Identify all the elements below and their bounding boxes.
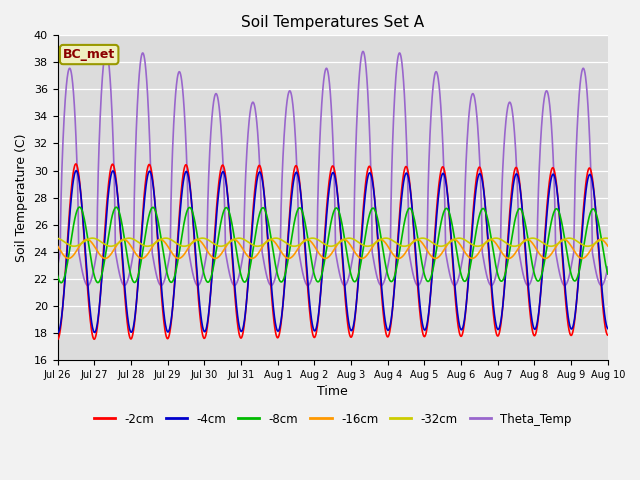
-4cm: [589, 179, 596, 185]
-8cm: [83, 226, 90, 232]
-2cm: [487, 284, 495, 290]
-16cm: [589, 244, 596, 250]
-32cm: [307, 235, 315, 241]
-16cm: [65, 255, 72, 261]
Theta_Temp: [588, 232, 596, 238]
-2cm: [321, 222, 329, 228]
Theta_Temp: [322, 66, 330, 72]
-32cm: [419, 235, 426, 241]
-32cm: [321, 242, 329, 248]
-16cm: [588, 245, 596, 251]
Theta_Temp: [604, 264, 612, 270]
Theta_Temp: [589, 250, 596, 255]
-8cm: [589, 206, 596, 212]
Theta_Temp: [307, 278, 315, 284]
-16cm: [488, 237, 495, 242]
-4cm: [322, 225, 330, 231]
-8cm: [76, 204, 83, 210]
-16cm: [54, 243, 61, 249]
-4cm: [604, 325, 612, 331]
Line: -4cm: -4cm: [58, 171, 608, 333]
-32cm: [488, 237, 495, 242]
Theta_Temp: [54, 264, 61, 270]
-2cm: [588, 172, 596, 178]
Line: -2cm: -2cm: [58, 164, 608, 339]
Theta_Temp: [230, 283, 238, 288]
Y-axis label: Soil Temperature (C): Soil Temperature (C): [15, 133, 28, 262]
-16cm: [413, 237, 421, 242]
-2cm: [604, 332, 612, 338]
-4cm: [588, 178, 596, 183]
-8cm: [588, 206, 596, 212]
-4cm: [83, 259, 90, 265]
-32cm: [54, 236, 61, 241]
-32cm: [588, 242, 596, 248]
-16cm: [604, 243, 612, 249]
-16cm: [307, 239, 315, 244]
-8cm: [604, 271, 612, 277]
-2cm: [72, 161, 80, 167]
-4cm: [54, 330, 61, 336]
Text: BC_met: BC_met: [63, 48, 115, 61]
-8cm: [307, 256, 315, 262]
Legend: -2cm, -4cm, -8cm, -16cm, -32cm, Theta_Temp: -2cm, -4cm, -8cm, -16cm, -32cm, Theta_Te…: [89, 408, 577, 431]
Theta_Temp: [82, 280, 90, 286]
-2cm: [54, 336, 61, 342]
Line: -32cm: -32cm: [58, 238, 608, 246]
-2cm: [588, 174, 596, 180]
-16cm: [321, 255, 329, 261]
Line: -8cm: -8cm: [58, 207, 608, 283]
Line: Theta_Temp: Theta_Temp: [58, 51, 608, 286]
-4cm: [72, 168, 80, 174]
-4cm: [54, 330, 61, 336]
-16cm: [82, 237, 90, 242]
-8cm: [57, 280, 65, 286]
-8cm: [54, 273, 61, 278]
-8cm: [322, 252, 330, 257]
Theta_Temp: [102, 48, 110, 54]
-2cm: [307, 319, 315, 325]
-4cm: [307, 313, 315, 319]
Theta_Temp: [488, 283, 495, 288]
-32cm: [70, 243, 78, 249]
-32cm: [82, 238, 90, 243]
Title: Soil Temperatures Set A: Soil Temperatures Set A: [241, 15, 424, 30]
Line: -16cm: -16cm: [58, 240, 608, 258]
-32cm: [589, 242, 596, 248]
X-axis label: Time: Time: [317, 385, 348, 398]
-8cm: [488, 237, 495, 242]
-32cm: [604, 236, 612, 241]
-4cm: [488, 280, 495, 286]
-2cm: [82, 261, 90, 267]
